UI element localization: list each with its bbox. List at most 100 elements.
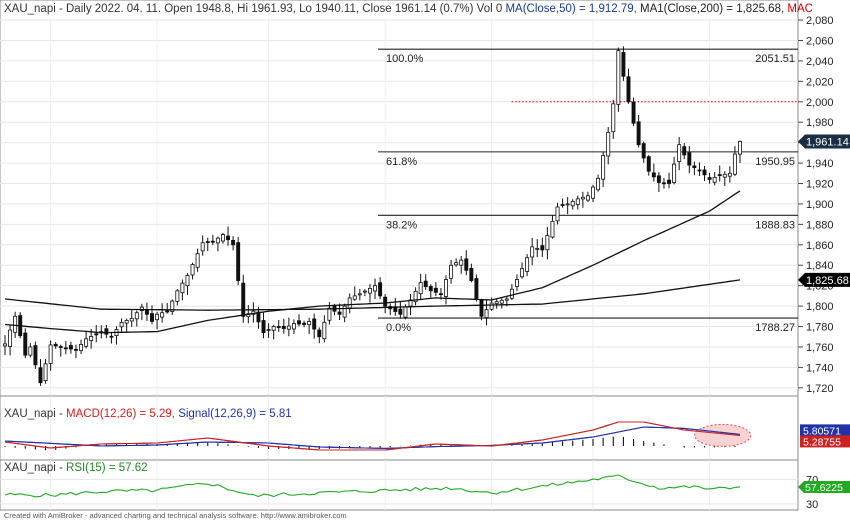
candle-body	[535, 247, 540, 250]
candle-body	[621, 52, 626, 77]
ma50-line	[4, 190, 741, 334]
candle-body	[28, 346, 33, 356]
price-flag-shape	[798, 134, 850, 149]
candle-body	[352, 295, 357, 300]
candle-body	[585, 195, 590, 201]
candle-body	[727, 172, 732, 177]
candle-body	[545, 235, 550, 251]
candle-body	[667, 179, 672, 184]
candle-body	[307, 321, 312, 326]
rsi-y-tick-label: 30	[806, 499, 818, 511]
price-header-mac: MAC	[787, 3, 813, 15]
candle-body	[687, 152, 692, 166]
candle-body	[722, 173, 727, 178]
candle-body	[160, 312, 165, 318]
candle-body	[205, 241, 210, 243]
candle-body	[276, 326, 281, 328]
price-flag-label: 1,825.68	[806, 275, 849, 287]
candle-body	[165, 310, 170, 313]
candle-body	[565, 203, 570, 206]
fib-level-value: 1788.27	[755, 322, 795, 334]
candle-body	[195, 253, 200, 268]
price-y-tick-label: 1,800	[806, 301, 834, 313]
candle-body	[94, 333, 99, 336]
rsi-header: XAU_napi - RSI(15) = 57.62	[4, 462, 148, 474]
candle-body	[433, 287, 438, 293]
candle-body	[175, 290, 180, 302]
candle-body	[423, 280, 428, 288]
candle-body	[286, 325, 291, 330]
fib-level-value: 2051.51	[755, 53, 795, 65]
fib-level-label: 0.0%	[386, 322, 411, 334]
candle-body	[231, 239, 236, 246]
macd-signal-line-top	[4, 426, 741, 449]
macd-line-top	[4, 421, 741, 451]
candle-body	[596, 177, 601, 191]
candle-body	[302, 322, 307, 325]
fib-level-label: 38.2%	[386, 219, 417, 231]
candle-body	[226, 235, 231, 241]
price-y-tick-label: 1,840	[806, 260, 834, 272]
candle-body	[489, 302, 494, 310]
macd-header-macd: MACD(12,26) = 5.29,	[66, 408, 178, 420]
candle-body	[504, 298, 509, 301]
candle-body	[484, 309, 489, 318]
candle-body	[601, 155, 606, 180]
price-y-tick-label: 1,920	[806, 179, 834, 191]
fib-level-label: 61.8%	[386, 156, 417, 168]
candle-body	[312, 318, 317, 330]
candle-body	[215, 237, 220, 244]
candle-body	[494, 301, 499, 304]
candle-body	[84, 338, 89, 347]
candle-body	[616, 50, 621, 105]
candle-body	[63, 347, 68, 350]
price-header-ma200: MA1(Close,200) = 1,825.68,	[640, 3, 787, 15]
moving-averages	[4, 190, 741, 334]
price-y-tick-label: 1,900	[806, 199, 834, 211]
candle-body	[464, 258, 469, 271]
rsi-plot	[4, 474, 741, 498]
price-flag-label: 1,961.14	[806, 136, 849, 148]
price-header-ma50: MA(Close,50) = 1,912.79,	[505, 3, 640, 15]
candle-body	[68, 345, 73, 350]
candle-body	[48, 344, 53, 364]
candle-body	[144, 309, 149, 315]
candle-body	[73, 348, 78, 351]
candle-body	[210, 240, 215, 243]
candle-body	[418, 282, 423, 295]
macd-flag-label: 5.80571	[803, 425, 841, 437]
candle-body	[383, 296, 388, 307]
price-y-tick-label: 2,000	[806, 97, 834, 109]
candle-body	[271, 326, 276, 331]
price-header-prefix: XAU_napi - Daily 2022. 04. 11. Open 1948…	[4, 3, 505, 15]
fib-level-value: 1888.83	[755, 219, 795, 231]
candle-body	[631, 101, 636, 124]
candle-body	[641, 143, 646, 159]
candle-body	[43, 363, 48, 382]
candle-body	[449, 264, 454, 279]
candle-body	[104, 328, 109, 335]
macd-flag-shape	[800, 435, 850, 448]
footer-credit: Created with AmiBroker - advanced charti…	[4, 511, 347, 520]
candle-body	[499, 299, 504, 304]
candle-body	[606, 132, 611, 157]
rsi-flag-shape	[798, 480, 850, 493]
candle-body	[33, 345, 38, 366]
candle-body	[540, 245, 545, 251]
price-y-tick-label: 1,760	[806, 342, 834, 354]
candle-body	[626, 76, 631, 103]
candle-body	[454, 262, 459, 266]
price-y-tick-label: 1,720	[806, 383, 834, 395]
rsi-flag-label: 57.6225	[805, 482, 843, 494]
price-y-tick-label: 1,740	[806, 362, 834, 374]
candle-body	[428, 286, 433, 292]
price-grid	[0, 18, 798, 396]
candle-body	[474, 278, 479, 299]
candle-body	[38, 367, 43, 384]
candle-body	[692, 165, 697, 169]
candle-body	[13, 315, 18, 333]
candle-body	[327, 307, 332, 321]
price-panel: 100.0% 2051.51 61.8% 1950.95 38.2% 1888.83 0.0…	[0, 0, 850, 409]
